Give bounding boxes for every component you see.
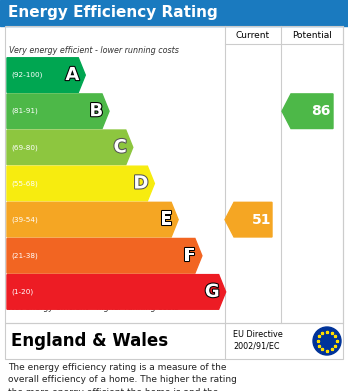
Text: EU Directive
2002/91/EC: EU Directive 2002/91/EC: [233, 330, 283, 350]
Text: 51: 51: [252, 213, 272, 227]
Text: (69-80): (69-80): [11, 144, 38, 151]
Polygon shape: [7, 274, 226, 309]
Polygon shape: [7, 239, 202, 273]
Text: (39-54): (39-54): [11, 216, 38, 223]
Text: A: A: [65, 66, 79, 84]
Text: G: G: [205, 283, 220, 301]
Text: Current: Current: [236, 30, 270, 39]
Text: Not energy efficient - higher running costs: Not energy efficient - higher running co…: [9, 303, 179, 312]
Text: F: F: [184, 247, 196, 265]
Polygon shape: [225, 202, 272, 237]
Bar: [5, 323, 343, 359]
Polygon shape: [282, 94, 333, 129]
Circle shape: [313, 327, 341, 355]
Text: (1-20): (1-20): [11, 289, 33, 295]
Polygon shape: [7, 58, 85, 92]
Polygon shape: [7, 202, 178, 237]
Text: Very energy efficient - lower running costs: Very energy efficient - lower running co…: [9, 46, 179, 55]
Text: (21-38): (21-38): [11, 253, 38, 259]
Text: 86: 86: [311, 104, 331, 118]
Bar: [5, 26, 343, 323]
Text: (92-100): (92-100): [11, 72, 42, 78]
Text: C: C: [113, 138, 127, 156]
Polygon shape: [7, 166, 155, 201]
Text: Energy Efficiency Rating: Energy Efficiency Rating: [8, 5, 218, 20]
Text: (55-68): (55-68): [11, 180, 38, 187]
Text: B: B: [89, 102, 103, 120]
Text: Potential: Potential: [292, 30, 332, 39]
Bar: [0, 0, 348, 26]
Text: The energy efficiency rating is a measure of the
overall efficiency of a home. T: The energy efficiency rating is a measur…: [8, 363, 237, 391]
Text: E: E: [160, 211, 172, 229]
Polygon shape: [7, 94, 109, 129]
Text: (81-91): (81-91): [11, 108, 38, 115]
Text: England & Wales: England & Wales: [11, 332, 168, 350]
Text: D: D: [133, 174, 148, 192]
Polygon shape: [7, 130, 133, 165]
